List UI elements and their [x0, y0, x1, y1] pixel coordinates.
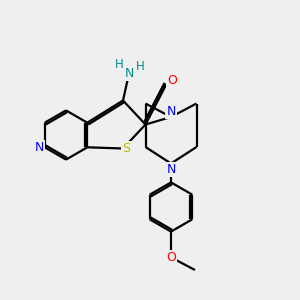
Text: S: S: [122, 142, 130, 155]
Text: N: N: [166, 105, 176, 118]
Text: O: O: [166, 251, 176, 264]
Text: H: H: [136, 60, 145, 74]
Text: O: O: [168, 74, 177, 88]
Text: N: N: [34, 141, 44, 154]
Text: N: N: [166, 163, 176, 176]
Text: H: H: [115, 58, 124, 71]
Text: N: N: [124, 67, 134, 80]
